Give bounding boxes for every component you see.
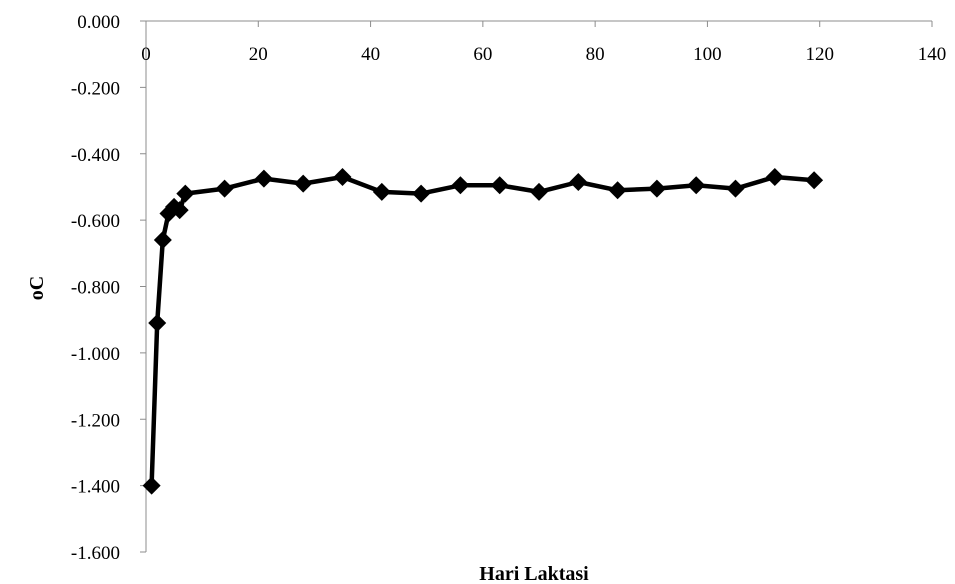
data-point-marker (170, 201, 189, 220)
y-tick-label: 0.000 (77, 12, 120, 33)
data-point-marker (726, 179, 745, 198)
y-tick-label: -0.400 (71, 145, 120, 166)
y-axis-title: oC (26, 276, 48, 300)
x-tick-label: 20 (249, 44, 268, 65)
data-point-marker (647, 179, 666, 198)
series-line (149, 174, 817, 488)
data-point-marker (569, 172, 588, 191)
x-tick-label: 60 (473, 44, 492, 65)
data-point-marker (148, 314, 167, 333)
data-point-marker (805, 171, 824, 190)
data-point-marker (687, 176, 706, 195)
data-point-marker (372, 182, 391, 201)
y-tick-label: -1.200 (71, 410, 120, 431)
x-axis-ticks: 0 20 40 60 80 100 120 140 (141, 21, 946, 65)
data-point-marker (254, 169, 273, 188)
x-tick-label: 0 (141, 44, 151, 65)
y-axis-ticks: 0.000 -0.200 -0.400 -0.600 -0.800 -1.000 -1.20… (71, 12, 146, 564)
y-tick-label: -0.800 (71, 278, 120, 299)
data-point-marker (333, 167, 352, 186)
y-tick-label: -1.600 (71, 543, 120, 564)
y-tick-label: -1.400 (71, 477, 120, 498)
y-tick-label: -0.600 (71, 211, 120, 232)
data-point-marker (294, 174, 313, 193)
series-layer (142, 167, 824, 495)
x-tick-label: 120 (805, 44, 834, 65)
y-tick-label: -0.200 (71, 78, 120, 99)
plot-area: 0.000 -0.200 -0.400 -0.600 -0.800 -1.000 -1.20… (71, 12, 946, 564)
x-tick-label: 80 (586, 44, 605, 65)
y-tick-label: -1.000 (71, 344, 120, 365)
x-tick-label: 40 (361, 44, 380, 65)
data-point-marker (490, 176, 509, 195)
data-point-marker (765, 167, 784, 186)
data-point-marker (451, 176, 470, 195)
data-point-marker (412, 184, 431, 203)
x-tick-label: 100 (693, 44, 722, 65)
data-point-marker (176, 184, 195, 203)
x-tick-label: 140 (918, 44, 947, 65)
data-point-marker (530, 182, 548, 201)
data-point-marker (608, 181, 627, 200)
x-axis-title: Hari Laktasi (479, 563, 589, 584)
data-point-marker (153, 231, 172, 250)
data-point-marker (142, 476, 161, 495)
data-point-marker (215, 179, 234, 198)
